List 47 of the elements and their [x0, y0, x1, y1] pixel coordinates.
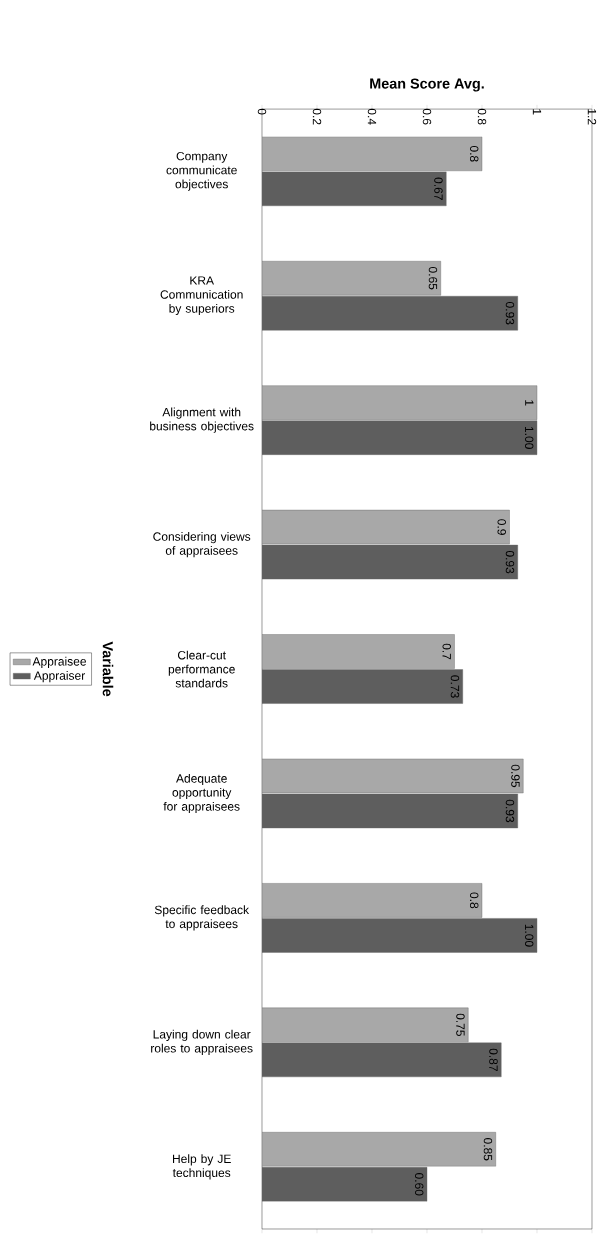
x-tick-label: 0.2: [312, 108, 322, 125]
data-label: 0.93: [505, 302, 515, 325]
bar: [261, 385, 538, 420]
legend-label: Appraisee: [32, 656, 86, 669]
x-tick-label: 1: [532, 109, 542, 115]
data-label: 0.8: [469, 892, 479, 909]
y-tick-label: Specific feedback to appraisees: [154, 905, 250, 931]
y-tick-label: Laying down clear roles to appraisees: [151, 1029, 253, 1055]
data-label: 1: [525, 400, 534, 406]
x-tick-label: 0.4: [367, 108, 377, 125]
y-tick-label: Clear-cut performance standards: [168, 650, 235, 688]
legend-label: Appraiser: [33, 671, 85, 683]
x-tick-label: 0: [257, 108, 267, 115]
data-label: 1.00: [524, 426, 534, 449]
data-label: 0.73: [450, 675, 460, 698]
y-tick-label: Help by JE techniques: [172, 1154, 231, 1180]
y-tick-label: Company communicate objectives: [166, 151, 237, 191]
y-tick-label: Considering views of appraisees: [153, 532, 251, 558]
data-label: 0.60: [414, 1173, 424, 1196]
data-label: 0.85: [483, 1138, 493, 1161]
bar: [261, 634, 455, 669]
data-label: 0.65: [428, 267, 438, 290]
data-label: 0.9: [497, 519, 506, 535]
data-label: 0.95: [511, 764, 520, 788]
data-label: 0.8: [469, 145, 479, 162]
x-tick-label: 0.6: [422, 108, 432, 125]
data-label: 0.7: [442, 643, 451, 660]
y-tick-label: Alignment with business objectives: [150, 407, 254, 433]
bar: [261, 1132, 496, 1167]
bar: [261, 758, 524, 794]
data-label: 0.67: [434, 177, 443, 200]
bar: [261, 883, 483, 918]
bar: [261, 509, 510, 545]
y-axis-title: Variable: [102, 641, 114, 697]
data-label: 0.93: [505, 799, 515, 823]
y-tick-label: Adequate opportunity for appraisees: [163, 773, 240, 814]
y-tick-label: KRA Communication by superiors: [160, 276, 243, 316]
bar: [261, 261, 441, 296]
data-label: 0.75: [456, 1013, 465, 1037]
bar: [261, 1007, 469, 1043]
data-label: 0.87: [489, 1048, 498, 1071]
data-label: 0.93: [505, 550, 515, 574]
bar: [261, 136, 483, 172]
chart-title: Mean Score Avg.: [370, 78, 484, 92]
data-label: 1.00: [524, 924, 534, 947]
x-tick-label: 1.2: [587, 109, 597, 125]
x-tick-label: 0.8: [477, 108, 487, 125]
